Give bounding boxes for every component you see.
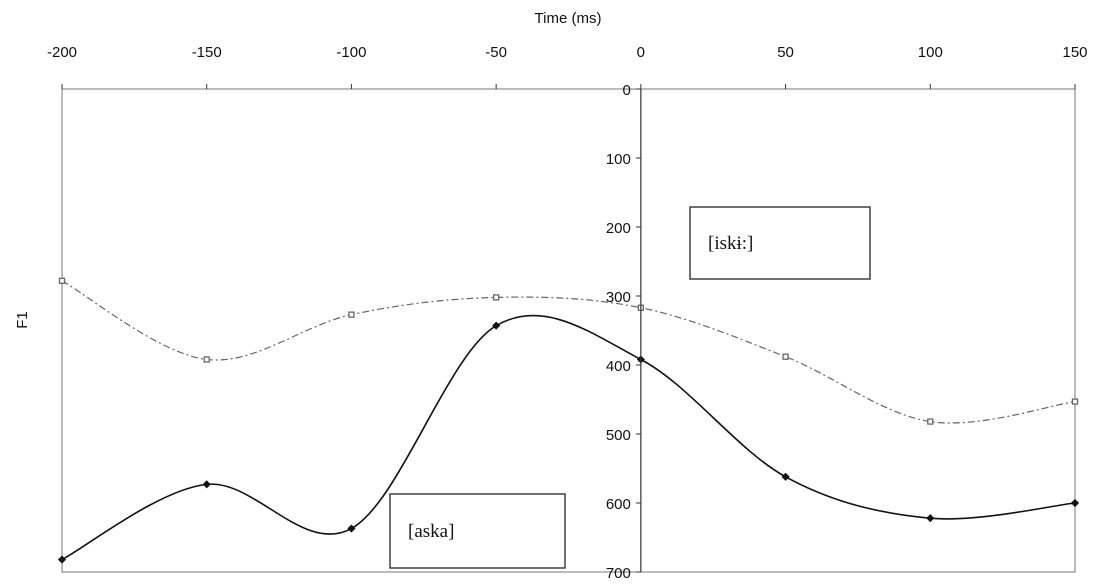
y-tick-label: 400 bbox=[606, 358, 631, 375]
y-tick-label: 200 bbox=[606, 220, 631, 237]
x-axis: -200 -150 -100 -50 0 50 100 150 bbox=[47, 44, 1088, 89]
data-point bbox=[926, 514, 935, 523]
x-tick-label: 150 bbox=[1062, 44, 1087, 61]
x-tick-label: 0 bbox=[637, 44, 645, 61]
x-tick-label: -150 bbox=[192, 44, 222, 61]
data-point bbox=[492, 321, 501, 330]
y-axis: 0 100 200 300 400 500 600 700 bbox=[606, 82, 642, 582]
data-point bbox=[58, 277, 66, 284]
data-point bbox=[1070, 498, 1080, 508]
legend-box-aska: [aska] bbox=[389, 493, 566, 569]
markers-layer bbox=[57, 277, 1080, 564]
y-axis-title: F1 bbox=[14, 311, 31, 329]
x-tick-label: 100 bbox=[918, 44, 943, 61]
data-point bbox=[57, 555, 67, 564]
data-point bbox=[202, 480, 211, 489]
y-tick-label: 700 bbox=[606, 565, 631, 582]
curves-layer bbox=[61, 280, 1076, 561]
x-tick-label: 50 bbox=[777, 44, 794, 61]
x-axis-title: Time (ms) bbox=[535, 10, 602, 27]
data-point bbox=[927, 418, 934, 425]
data-point bbox=[781, 472, 790, 481]
y-tick-label: 300 bbox=[606, 289, 631, 306]
y-tick-label: 500 bbox=[606, 427, 631, 444]
data-point bbox=[348, 311, 355, 318]
plot-frame bbox=[61, 88, 1076, 573]
data-point bbox=[347, 524, 356, 533]
x-tick-label: -100 bbox=[336, 44, 366, 61]
legend-label-aska: [aska] bbox=[408, 521, 454, 542]
y-tick-label: 100 bbox=[606, 151, 631, 168]
x-tick-label: -200 bbox=[47, 44, 77, 61]
y-tick-label: 600 bbox=[606, 496, 631, 513]
data-point bbox=[492, 294, 500, 301]
series-line-1 bbox=[61, 314, 1076, 561]
legend-box-iski: [iskɨ:] bbox=[689, 206, 871, 280]
data-point bbox=[203, 356, 210, 363]
x-tick-label: -50 bbox=[485, 44, 507, 61]
series-line-0 bbox=[61, 280, 1076, 424]
y-tick-label: 0 bbox=[623, 82, 631, 99]
data-point bbox=[782, 353, 789, 360]
data-point bbox=[1071, 398, 1079, 405]
legend-label-iski: [iskɨ:] bbox=[708, 233, 753, 254]
